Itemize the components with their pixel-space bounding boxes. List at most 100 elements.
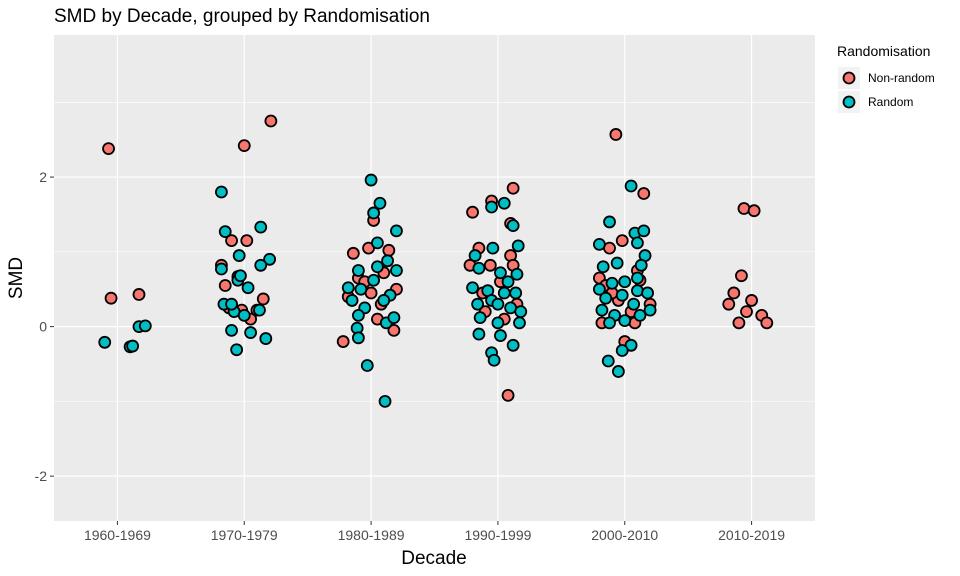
x-tick-label: 2000-2010 bbox=[591, 527, 658, 543]
y-tick-label: 2 bbox=[39, 169, 47, 185]
point-random bbox=[472, 327, 486, 341]
point-random bbox=[511, 239, 525, 253]
point-random bbox=[618, 314, 632, 328]
point-random bbox=[390, 224, 403, 238]
point-random bbox=[254, 258, 268, 272]
point-random bbox=[637, 224, 651, 238]
point-non-random bbox=[740, 305, 753, 319]
x-tick-label: 1970-1979 bbox=[211, 527, 278, 543]
point-random bbox=[603, 215, 616, 229]
point-non-random bbox=[737, 202, 751, 215]
points bbox=[98, 114, 774, 408]
x-axis-title: Decade bbox=[401, 548, 467, 569]
grid bbox=[54, 35, 815, 521]
point-random bbox=[601, 354, 615, 368]
point-non-random bbox=[722, 297, 736, 311]
y-tick-label: -2 bbox=[35, 468, 48, 484]
point-random bbox=[254, 220, 268, 234]
point-random bbox=[509, 286, 523, 300]
point-non-random bbox=[637, 187, 651, 200]
x-tick-label: 1980-1989 bbox=[338, 527, 405, 543]
point-non-random bbox=[501, 388, 515, 402]
point-random bbox=[615, 344, 629, 357]
point-random bbox=[643, 303, 657, 317]
point-random bbox=[351, 308, 365, 322]
point-random bbox=[501, 275, 515, 289]
point-random bbox=[510, 267, 524, 281]
point-random bbox=[506, 338, 520, 352]
x-tick-label: 1990-1999 bbox=[464, 527, 531, 543]
point-random bbox=[371, 260, 384, 274]
point-random bbox=[253, 303, 266, 317]
point-random bbox=[138, 319, 152, 333]
point-non-random bbox=[483, 258, 497, 272]
point-non-random bbox=[760, 316, 774, 330]
y-axis-title: SMD bbox=[6, 257, 27, 299]
point-random bbox=[225, 323, 238, 337]
point-random bbox=[371, 236, 384, 250]
legend-marker bbox=[842, 71, 856, 85]
point-random bbox=[596, 260, 610, 274]
point-random bbox=[610, 256, 624, 270]
legend-marker bbox=[842, 95, 856, 109]
point-random bbox=[631, 271, 644, 285]
point-non-random bbox=[466, 205, 479, 219]
point-random bbox=[377, 294, 391, 307]
point-random bbox=[381, 254, 394, 268]
point-random bbox=[345, 294, 359, 307]
point-random bbox=[466, 281, 479, 295]
point-random bbox=[592, 282, 606, 296]
point-random bbox=[263, 252, 277, 266]
point-random bbox=[373, 196, 387, 210]
point-random bbox=[341, 281, 355, 295]
point-non-random bbox=[382, 243, 396, 257]
point-random bbox=[627, 297, 641, 311]
point-random bbox=[487, 353, 501, 367]
point-random bbox=[491, 297, 505, 311]
point-random bbox=[387, 311, 401, 325]
point-random bbox=[232, 249, 246, 262]
point-non-random bbox=[735, 269, 748, 283]
point-random bbox=[367, 273, 381, 287]
point-random bbox=[641, 286, 654, 300]
point-non-random bbox=[346, 246, 360, 260]
point-non-random bbox=[747, 204, 761, 218]
point-random bbox=[472, 261, 486, 275]
point-non-random bbox=[218, 279, 232, 292]
point-random bbox=[98, 335, 112, 349]
point-random bbox=[603, 316, 616, 330]
point-random bbox=[468, 249, 482, 262]
x-axis: 1960-1969 1970-1979 1980-1989 1990-1999 2000… bbox=[84, 521, 785, 543]
point-random bbox=[514, 305, 528, 319]
point-random bbox=[351, 264, 365, 277]
point-random bbox=[241, 281, 255, 295]
point-non-random bbox=[387, 323, 401, 337]
legend: Randomisation Non-random Random bbox=[837, 43, 935, 113]
point-random bbox=[378, 394, 392, 408]
point-random bbox=[497, 196, 511, 210]
point-random bbox=[364, 173, 378, 187]
point-non-random bbox=[225, 234, 238, 248]
point-random bbox=[234, 269, 247, 283]
point-non-random bbox=[256, 292, 270, 306]
point-random bbox=[237, 308, 251, 322]
point-random bbox=[491, 316, 505, 330]
point-non-random bbox=[102, 142, 115, 156]
point-random bbox=[360, 359, 374, 372]
x-tick-label: 2010-2019 bbox=[718, 527, 785, 543]
y-axis: -2 0 2 bbox=[35, 169, 54, 484]
point-random bbox=[218, 225, 232, 239]
point-random bbox=[473, 311, 487, 325]
point-non-random bbox=[336, 335, 350, 348]
point-random bbox=[633, 308, 647, 322]
point-random bbox=[215, 262, 228, 276]
y-tick-label: 0 bbox=[39, 319, 47, 335]
point-non-random bbox=[609, 128, 623, 141]
legend-title: Randomisation bbox=[837, 43, 930, 59]
point-non-random bbox=[745, 294, 758, 307]
point-random bbox=[631, 236, 644, 250]
point-random bbox=[605, 276, 619, 290]
point-random bbox=[497, 286, 511, 300]
point-random bbox=[513, 316, 526, 330]
